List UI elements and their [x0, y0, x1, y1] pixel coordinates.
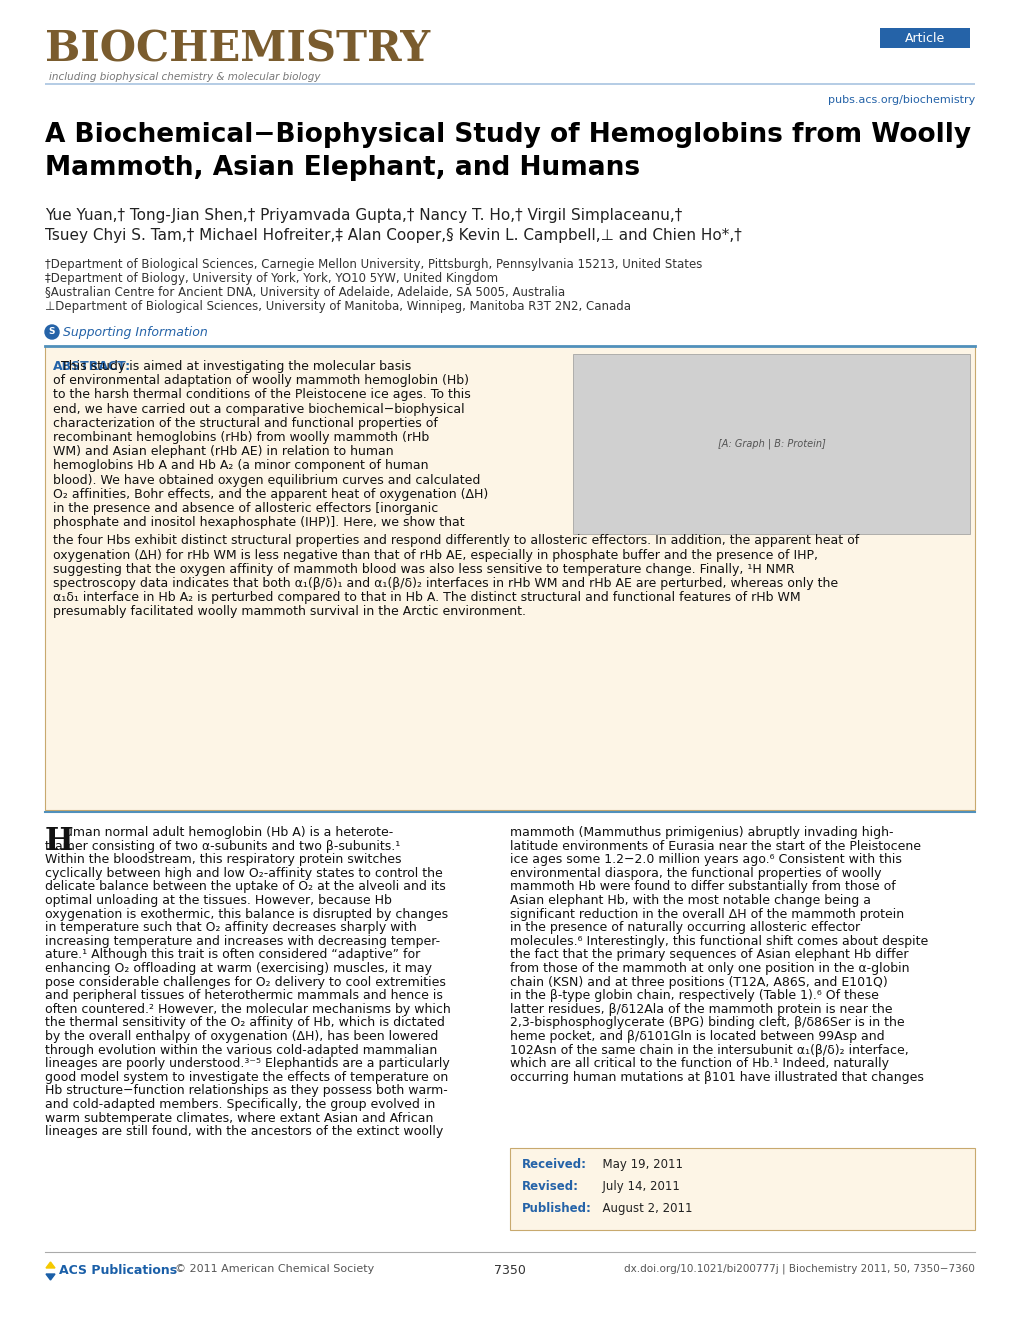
Text: spectroscopy data indicates that both α₁(β/δ)₁ and α₁(β/δ)₂ interfaces in rHb WM: spectroscopy data indicates that both α₁… [53, 577, 838, 590]
Text: of environmental adaptation of woolly mammoth hemoglobin (Hb): of environmental adaptation of woolly ma… [53, 374, 469, 387]
Text: mammoth (Mammuthus primigenius) abruptly invading high-: mammoth (Mammuthus primigenius) abruptly… [510, 826, 893, 840]
Text: and peripheral tissues of heterothermic mammals and hence is: and peripheral tissues of heterothermic … [45, 989, 442, 1002]
Text: in temperature such that O₂ affinity decreases sharply with: in temperature such that O₂ affinity dec… [45, 921, 417, 935]
Text: lineages are still found, with the ancestors of the extinct woolly: lineages are still found, with the ances… [45, 1125, 443, 1138]
Text: to the harsh thermal conditions of the Pleistocene ice ages. To this: to the harsh thermal conditions of the P… [53, 388, 471, 401]
Text: good model system to investigate the effects of temperature on: good model system to investigate the eff… [45, 1071, 447, 1084]
Text: including biophysical chemistry & molecular biology: including biophysical chemistry & molecu… [49, 73, 320, 82]
Text: enhancing O₂ offloading at warm (exercising) muscles, it may: enhancing O₂ offloading at warm (exercis… [45, 962, 432, 975]
Text: in the β-type globin chain, respectively (Table 1).⁶ Of these: in the β-type globin chain, respectively… [510, 989, 878, 1002]
Text: chain (KSN) and at three positions (T12A, A86S, and E101Q): chain (KSN) and at three positions (T12A… [510, 975, 887, 989]
Text: optimal unloading at the tissues. However, because Hb: optimal unloading at the tissues. Howeve… [45, 894, 391, 907]
Text: pubs.acs.org/biochemistry: pubs.acs.org/biochemistry [827, 95, 974, 106]
Text: 2,3-bisphosphoglycerate (BPG) binding cleft, β/δ86Ser is in the: 2,3-bisphosphoglycerate (BPG) binding cl… [510, 1016, 904, 1030]
Text: Hb structure−function relationships as they possess both warm-: Hb structure−function relationships as t… [45, 1085, 447, 1097]
Text: suggesting that the oxygen affinity of mammoth blood was also less sensitive to : suggesting that the oxygen affinity of m… [53, 562, 794, 576]
Circle shape [45, 325, 59, 339]
Text: through evolution within the various cold-adapted mammalian: through evolution within the various col… [45, 1044, 437, 1056]
Text: pose considerable challenges for O₂ delivery to cool extremities: pose considerable challenges for O₂ deli… [45, 975, 445, 989]
FancyBboxPatch shape [510, 1148, 974, 1230]
Text: Received:: Received: [522, 1158, 586, 1171]
Text: in the presence and absence of allosteric effectors [inorganic: in the presence and absence of allosteri… [53, 502, 438, 515]
Text: blood). We have obtained oxygen equilibrium curves and calculated: blood). We have obtained oxygen equilibr… [53, 474, 480, 487]
Polygon shape [46, 1274, 55, 1280]
Text: α₁δ₁ interface in Hb A₂ is perturbed compared to that in Hb A. The distinct stru: α₁δ₁ interface in Hb A₂ is perturbed com… [53, 591, 800, 605]
Text: Yue Yuan,† Tong-Jian Shen,† Priyamvada Gupta,† Nancy T. Ho,† Virgil Simplaceanu,: Yue Yuan,† Tong-Jian Shen,† Priyamvada G… [45, 209, 682, 223]
Text: from those of the mammoth at only one position in the α-globin: from those of the mammoth at only one po… [510, 962, 909, 975]
Text: ice ages some 1.2−2.0 million years ago.⁶ Consistent with this: ice ages some 1.2−2.0 million years ago.… [510, 853, 901, 866]
Text: August 2, 2011: August 2, 2011 [594, 1203, 692, 1214]
Text: characterization of the structural and functional properties of: characterization of the structural and f… [53, 417, 437, 430]
Text: [A: Graph | B: Protein]: [A: Graph | B: Protein] [717, 440, 824, 449]
Text: ⊥Department of Biological Sciences, University of Manitoba, Winnipeg, Manitoba R: ⊥Department of Biological Sciences, Univ… [45, 300, 631, 313]
Text: often countered.² However, the molecular mechanisms by which: often countered.² However, the molecular… [45, 1003, 450, 1016]
Text: increasing temperature and increases with decreasing temper-: increasing temperature and increases wit… [45, 935, 439, 948]
Text: the thermal sensitivity of the O₂ affinity of Hb, which is dictated: the thermal sensitivity of the O₂ affini… [45, 1016, 444, 1030]
Text: environmental diaspora, the functional properties of woolly: environmental diaspora, the functional p… [510, 867, 880, 880]
Text: heme pocket, and β/δ101Gln is located between 99Asp and: heme pocket, and β/δ101Gln is located be… [510, 1030, 883, 1043]
FancyBboxPatch shape [879, 28, 969, 48]
Text: 7350: 7350 [493, 1265, 526, 1276]
Text: the four Hbs exhibit distinct structural properties and respond differently to a: the four Hbs exhibit distinct structural… [53, 535, 858, 548]
Text: uman normal adult hemoglobin (Hb A) is a heterote-: uman normal adult hemoglobin (Hb A) is a… [65, 826, 393, 840]
Text: ‡Department of Biology, University of York, York, YO10 5YW, United Kingdom: ‡Department of Biology, University of Yo… [45, 272, 497, 285]
Text: molecules.⁶ Interestingly, this functional shift comes about despite: molecules.⁶ Interestingly, this function… [510, 935, 927, 948]
FancyBboxPatch shape [45, 346, 974, 810]
Text: This study is aimed at investigating the molecular basis: This study is aimed at investigating the… [53, 360, 411, 374]
Text: Article: Article [904, 32, 945, 45]
Text: July 14, 2011: July 14, 2011 [594, 1180, 680, 1193]
Text: recombinant hemoglobins (rHb) from woolly mammoth (rHb: recombinant hemoglobins (rHb) from wooll… [53, 432, 429, 444]
Text: and cold-adapted members. Specifically, the group evolved in: and cold-adapted members. Specifically, … [45, 1098, 435, 1111]
Text: ature.¹ Although this trait is often considered “adaptive” for: ature.¹ Although this trait is often con… [45, 948, 420, 961]
Polygon shape [46, 1262, 55, 1269]
Text: © 2011 American Chemical Society: © 2011 American Chemical Society [175, 1265, 374, 1274]
Text: oxygenation (ΔH) for rHb WM is less negative than that of rHb AE, especially in : oxygenation (ΔH) for rHb WM is less nega… [53, 549, 817, 561]
Text: latitude environments of Eurasia near the start of the Pleistocene: latitude environments of Eurasia near th… [510, 840, 920, 853]
Text: Within the bloodstream, this respiratory protein switches: Within the bloodstream, this respiratory… [45, 853, 401, 866]
Text: ABSTRACT:: ABSTRACT: [53, 360, 131, 374]
Text: tramer consisting of two α-subunits and two β-subunits.¹: tramer consisting of two α-subunits and … [45, 840, 399, 853]
Text: oxygenation is exothermic, this balance is disrupted by changes: oxygenation is exothermic, this balance … [45, 908, 447, 920]
Text: †Department of Biological Sciences, Carnegie Mellon University, Pittsburgh, Penn: †Department of Biological Sciences, Carn… [45, 257, 702, 271]
Text: presumably facilitated woolly mammoth survival in the Arctic environment.: presumably facilitated woolly mammoth su… [53, 606, 526, 618]
Text: by the overall enthalpy of oxygenation (ΔH), has been lowered: by the overall enthalpy of oxygenation (… [45, 1030, 438, 1043]
Text: mammoth Hb were found to differ substantially from those of: mammoth Hb were found to differ substant… [510, 880, 895, 894]
FancyBboxPatch shape [573, 354, 969, 535]
Text: WM) and Asian elephant (rHb AE) in relation to human: WM) and Asian elephant (rHb AE) in relat… [53, 445, 393, 458]
Text: warm subtemperate climates, where extant Asian and African: warm subtemperate climates, where extant… [45, 1111, 433, 1125]
Text: ACS Publications: ACS Publications [59, 1265, 177, 1276]
Text: dx.doi.org/10.1021/bi200777j | Biochemistry 2011, 50, 7350−7360: dx.doi.org/10.1021/bi200777j | Biochemis… [624, 1265, 974, 1275]
Text: significant reduction in the overall ΔH of the mammoth protein: significant reduction in the overall ΔH … [510, 908, 903, 920]
Text: S: S [49, 327, 55, 337]
Text: Asian elephant Hb, with the most notable change being a: Asian elephant Hb, with the most notable… [510, 894, 870, 907]
Text: lineages are poorly understood.³⁻⁵ Elephantids are a particularly: lineages are poorly understood.³⁻⁵ Eleph… [45, 1057, 449, 1071]
Text: A Biochemical−Biophysical Study of Hemoglobins from Woolly
Mammoth, Asian Elepha: A Biochemical−Biophysical Study of Hemog… [45, 121, 970, 181]
Text: Supporting Information: Supporting Information [63, 326, 208, 339]
Text: Tsuey Chyi S. Tam,† Michael Hofreiter,‡ Alan Cooper,§ Kevin L. Campbell,⊥ and Ch: Tsuey Chyi S. Tam,† Michael Hofreiter,‡ … [45, 228, 741, 243]
Text: hemoglobins Hb A and Hb A₂ (a minor component of human: hemoglobins Hb A and Hb A₂ (a minor comp… [53, 459, 428, 473]
Text: end, we have carried out a comparative biochemical−biophysical: end, we have carried out a comparative b… [53, 403, 465, 416]
Text: Published:: Published: [522, 1203, 591, 1214]
Text: BIOCHEMISTRY: BIOCHEMISTRY [45, 28, 430, 70]
Text: Revised:: Revised: [522, 1180, 579, 1193]
Text: delicate balance between the uptake of O₂ at the alveoli and its: delicate balance between the uptake of O… [45, 880, 445, 894]
Text: occurring human mutations at β101 have illustrated that changes: occurring human mutations at β101 have i… [510, 1071, 923, 1084]
Text: which are all critical to the function of Hb.¹ Indeed, naturally: which are all critical to the function o… [510, 1057, 889, 1071]
Text: cyclically between high and low O₂-affinity states to control the: cyclically between high and low O₂-affin… [45, 867, 442, 880]
Text: §Australian Centre for Ancient DNA, University of Adelaide, Adelaide, SA 5005, A: §Australian Centre for Ancient DNA, Univ… [45, 286, 565, 300]
Text: May 19, 2011: May 19, 2011 [594, 1158, 683, 1171]
Text: in the presence of naturally occurring allosteric effector: in the presence of naturally occurring a… [510, 921, 859, 935]
Text: the fact that the primary sequences of Asian elephant Hb differ: the fact that the primary sequences of A… [510, 948, 908, 961]
Text: O₂ affinities, Bohr effects, and the apparent heat of oxygenation (ΔH): O₂ affinities, Bohr effects, and the app… [53, 488, 488, 500]
Text: 102Asn of the same chain in the intersubunit α₁(β/δ)₂ interface,: 102Asn of the same chain in the intersub… [510, 1044, 908, 1056]
Text: latter residues, β/δ12Ala of the mammoth protein is near the: latter residues, β/δ12Ala of the mammoth… [510, 1003, 892, 1016]
Text: H: H [45, 826, 73, 857]
Text: phosphate and inositol hexaphosphate (IHP)]. Here, we show that: phosphate and inositol hexaphosphate (IH… [53, 516, 465, 529]
